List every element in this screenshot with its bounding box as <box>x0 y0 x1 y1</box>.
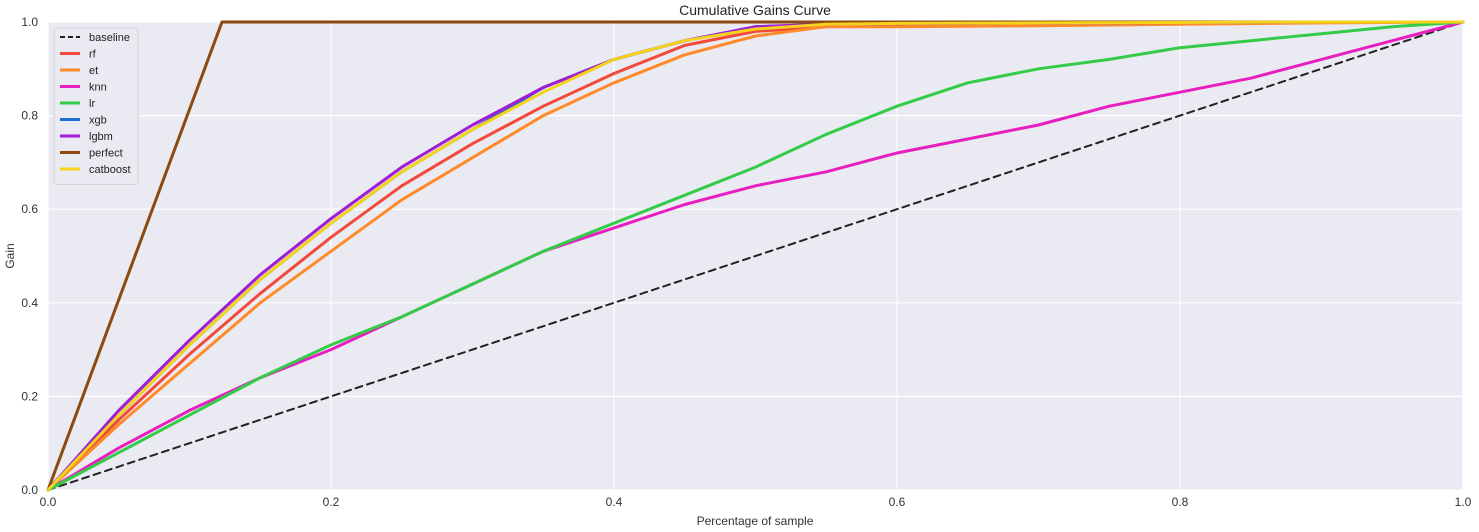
y-tick-label: 0.2 <box>21 389 38 403</box>
x-tick-label: 0.4 <box>606 495 623 509</box>
y-axis-ticks: 0.0 0.2 0.4 0.6 0.8 1.0 <box>21 15 38 497</box>
legend-label-knn: knn <box>89 82 107 94</box>
grid-lines <box>47 21 1464 491</box>
chart-title: Cumulative Gains Curve <box>679 2 831 18</box>
x-tick-label: 0.0 <box>40 495 57 509</box>
y-tick-label: 0.6 <box>21 202 38 216</box>
x-tick-label: 1.0 <box>1455 495 1472 509</box>
x-tick-label: 0.2 <box>323 495 340 509</box>
series-line-baseline <box>47 21 1464 491</box>
legend: baseline rf et knn lr xgb lgbm perfect catboost <box>53 27 139 185</box>
series-layer <box>46 20 1465 492</box>
y-tick-label: 0.4 <box>21 296 38 310</box>
series-line-catboost <box>46 20 1465 492</box>
y-axis-label: Gain <box>3 243 17 268</box>
y-tick-label: 0.8 <box>21 109 38 123</box>
legend-label-perfect: perfect <box>89 148 123 160</box>
legend-label-xgb: xgb <box>89 115 107 127</box>
series-line-lr <box>46 20 1465 492</box>
x-tick-label: 0.8 <box>1172 495 1189 509</box>
y-tick-label: 0.0 <box>21 483 38 497</box>
x-axis-ticks: 0.0 0.2 0.4 0.6 0.8 1.0 <box>40 495 1472 509</box>
legend-box <box>53 27 139 185</box>
x-axis-label: Percentage of sample <box>697 514 814 528</box>
legend-label-rf: rf <box>89 49 97 61</box>
legend-label-lgbm: lgbm <box>89 131 113 143</box>
series-line-et <box>46 20 1465 492</box>
legend-label-catboost: catboost <box>89 164 131 176</box>
legend-label-baseline: baseline <box>89 32 130 44</box>
y-tick-label: 1.0 <box>21 15 38 29</box>
x-tick-label: 0.6 <box>889 495 906 509</box>
legend-label-et: et <box>89 65 98 77</box>
legend-label-lr: lr <box>89 98 95 110</box>
